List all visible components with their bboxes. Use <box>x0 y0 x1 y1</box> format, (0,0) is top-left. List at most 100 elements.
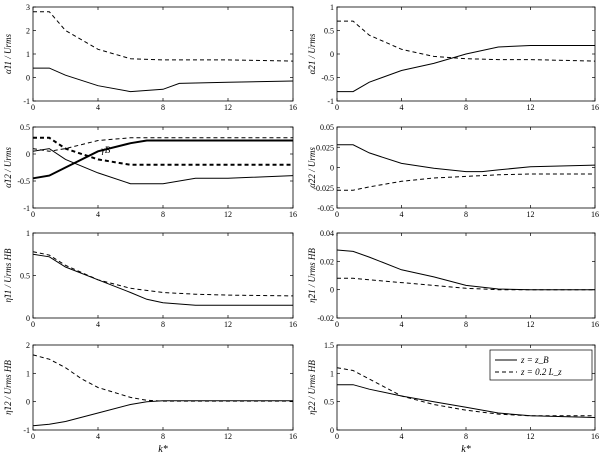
plot-frame <box>336 126 596 209</box>
y-tick-label: 1 <box>26 50 30 59</box>
y-tick-label: 0.5 <box>20 123 30 132</box>
x-axis-label: k* <box>158 444 167 455</box>
x-tick-label: 4 <box>96 210 100 219</box>
x-tick-label: 8 <box>464 103 468 112</box>
annotation-label: γ̃B <box>101 145 111 155</box>
series-line-1 <box>33 67 294 93</box>
x-tick-label: 16 <box>289 432 297 441</box>
y-tick-label: 2 <box>26 27 30 36</box>
y-tick-label: -1 <box>23 426 30 435</box>
x-tick-label: 12 <box>527 103 535 112</box>
x-tick-label: 16 <box>289 103 297 112</box>
y-tick-label: 1 <box>26 369 30 378</box>
x-tick-label: 12 <box>527 320 535 329</box>
y-tick-label: 0 <box>26 398 30 407</box>
x-tick-label: 12 <box>224 210 232 219</box>
x-tick-label: 8 <box>161 432 165 441</box>
y-tick-label: 0 <box>330 426 334 435</box>
y-tick-label: -0.5 <box>17 177 30 186</box>
series-line-1 <box>337 384 596 418</box>
y-tick-label: 1 <box>330 3 334 12</box>
y-tick-label: 0.025 <box>316 143 334 152</box>
series-line-1 <box>32 253 293 306</box>
x-tick-label: 4 <box>96 103 100 112</box>
x-tick-label: 0 <box>335 103 339 112</box>
x-tick-label: 8 <box>464 210 468 219</box>
chart-panel-5: 0 4 8 12 16 0 0.5 1 η̃11 / Urms HB <box>3 229 297 329</box>
series-line-1 <box>32 400 293 427</box>
y-tick-label: 0 <box>26 74 30 83</box>
plot-frame <box>32 6 294 102</box>
x-tick-label: 16 <box>289 210 297 219</box>
plot-frame <box>336 232 596 319</box>
chart-panel-3: 0 4 8 12 16 -1 -0.5 0 0.5 α̃12 / Urms γ̃B <box>3 123 297 219</box>
x-tick-label: 12 <box>224 103 232 112</box>
x-tick-label: 8 <box>464 320 468 329</box>
legend: z = z_Bz = 0.2 L_z <box>489 349 593 381</box>
legend-label-2: z = 0.2 L_z <box>520 367 562 377</box>
y-tick-label: 0 <box>330 286 334 295</box>
x-tick-label: 0 <box>335 210 339 219</box>
x-tick-label: 12 <box>527 432 535 441</box>
y-tick-label: 1.5 <box>324 341 334 350</box>
series-line-1 <box>336 249 595 291</box>
series-line-2 <box>337 277 595 291</box>
series-line-1 <box>32 148 294 185</box>
y-tick-label: -1 <box>23 97 30 106</box>
chart-panel-2: 0 4 8 12 16 -1 -0.5 0 0.5 1 α̃21 / Urms <box>307 3 599 112</box>
y-axis-label: η̃21 / Urms HB <box>307 248 317 303</box>
series-line-2 <box>337 20 596 62</box>
y-tick-label: -0.5 <box>321 74 334 83</box>
series-line-2 <box>32 137 293 152</box>
x-tick-label: 8 <box>161 103 165 112</box>
x-tick-label: 8 <box>161 320 165 329</box>
x-tick-label: 4 <box>96 432 100 441</box>
x-tick-label: 16 <box>591 320 599 329</box>
y-tick-label: 0 <box>26 314 30 323</box>
x-tick-label: 0 <box>31 320 35 329</box>
y-tick-label: -1 <box>23 204 30 213</box>
x-tick-label: 4 <box>400 210 404 219</box>
y-tick-label: -1 <box>327 97 334 106</box>
series-line-3 <box>32 139 293 180</box>
y-tick-label: 0 <box>330 50 334 59</box>
series-line-2 <box>32 354 293 402</box>
series-line-1 <box>337 144 596 173</box>
x-tick-label: 0 <box>31 103 35 112</box>
y-tick-label: 0.02 <box>320 257 334 266</box>
series-line-2 <box>336 367 595 417</box>
x-tick-label: 16 <box>591 103 599 112</box>
y-axis-label: η̃11 / Urms HB <box>3 248 13 303</box>
y-axis-label: α̃12 / Urms <box>3 147 13 188</box>
y-axis-label: α̃11 / Urms <box>3 33 13 74</box>
y-tick-label: 0.5 <box>324 27 334 36</box>
series-line-2 <box>32 251 294 297</box>
legend-label-1: z = z_B <box>520 355 549 365</box>
x-tick-label: 4 <box>400 320 404 329</box>
y-tick-label: 0 <box>26 150 30 159</box>
y-tick-label: 3 <box>26 3 30 12</box>
y-tick-label: 1 <box>26 229 30 238</box>
series-line-1 <box>337 45 595 93</box>
y-tick-label: 0.5 <box>20 272 30 281</box>
x-tick-label: 8 <box>464 432 468 441</box>
y-axis-label: α̃21 / Urms <box>307 33 317 74</box>
y-axis-label: η̃12 / Urms HB <box>3 360 13 415</box>
y-axis-label: η̃22 / Urms HB <box>307 360 317 415</box>
y-tick-label: 0.04 <box>320 229 334 238</box>
x-tick-label: 4 <box>96 320 100 329</box>
y-tick-label: -0.05 <box>317 204 334 213</box>
y-axis-label: α̃22 / Urms <box>307 147 317 188</box>
plot-frame <box>32 126 294 209</box>
x-axis-label: k* <box>461 444 470 455</box>
x-tick-label: 4 <box>400 103 404 112</box>
y-tick-label: -0.025 <box>313 184 334 193</box>
x-tick-label: 16 <box>289 320 297 329</box>
x-tick-label: 16 <box>591 210 599 219</box>
x-tick-label: 8 <box>161 210 165 219</box>
y-tick-label: 0 <box>330 164 334 173</box>
